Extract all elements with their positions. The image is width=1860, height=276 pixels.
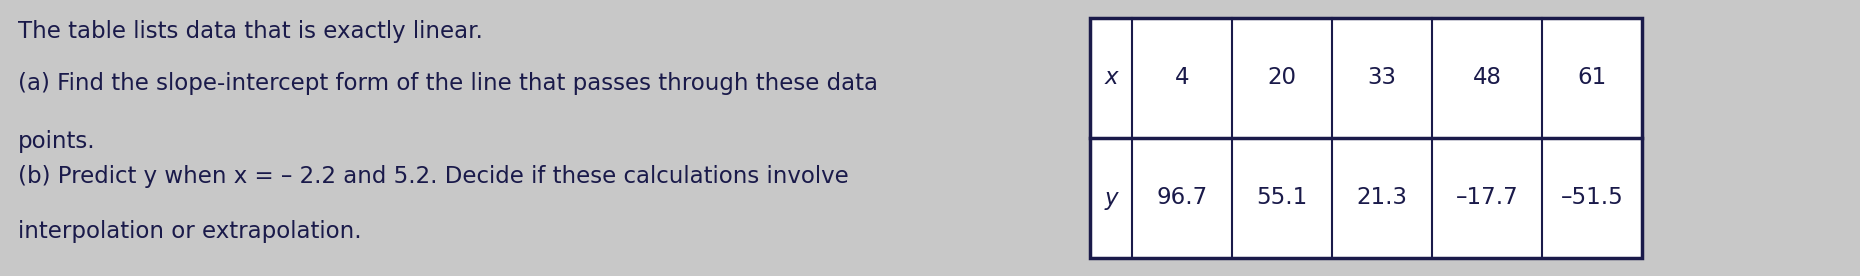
Text: 55.1: 55.1: [1256, 187, 1308, 209]
Text: y: y: [1105, 187, 1118, 209]
Text: 4: 4: [1176, 67, 1189, 89]
Text: (a) Find the slope-intercept form of the line that passes through these data: (a) Find the slope-intercept form of the…: [19, 72, 878, 95]
Text: –51.5: –51.5: [1561, 187, 1624, 209]
Text: 21.3: 21.3: [1356, 187, 1408, 209]
Bar: [1090, 18, 1642, 258]
Bar: [1090, 18, 1642, 258]
Text: –17.7: –17.7: [1456, 187, 1518, 209]
Text: The table lists data that is exactly linear.: The table lists data that is exactly lin…: [19, 20, 484, 43]
Text: 48: 48: [1473, 67, 1501, 89]
Text: 61: 61: [1577, 67, 1607, 89]
Text: points.: points.: [19, 130, 95, 153]
Text: interpolation or extrapolation.: interpolation or extrapolation.: [19, 220, 361, 243]
Text: x: x: [1105, 67, 1118, 89]
Text: 20: 20: [1267, 67, 1296, 89]
Text: 96.7: 96.7: [1157, 187, 1207, 209]
Text: 33: 33: [1367, 67, 1397, 89]
Text: (b) Predict y when x = – 2.2 and 5.2. Decide if these calculations involve: (b) Predict y when x = – 2.2 and 5.2. De…: [19, 165, 848, 188]
